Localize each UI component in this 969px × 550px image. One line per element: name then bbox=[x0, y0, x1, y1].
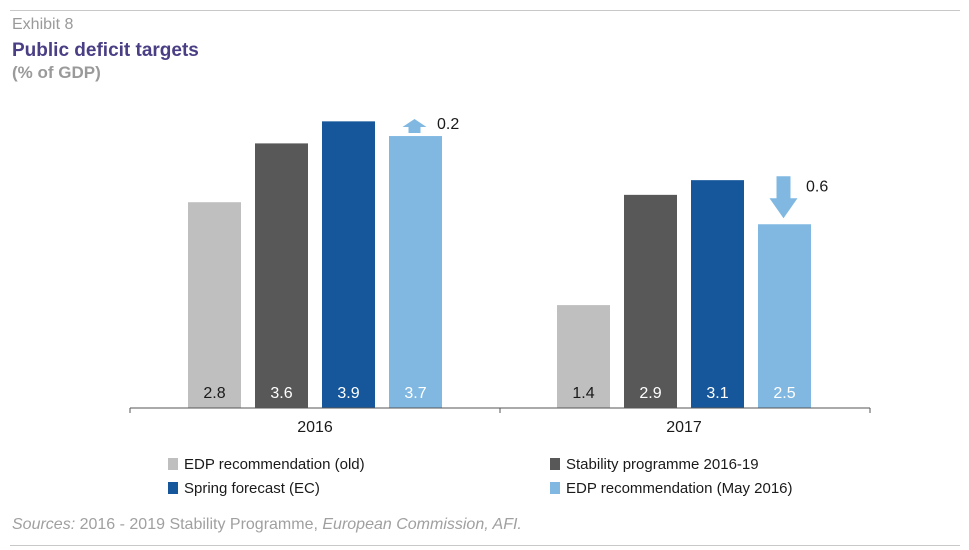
sources-suffix: European Commission, AFI. bbox=[322, 516, 522, 533]
sources-middle: 2016 - 2019 Stability Programme, bbox=[75, 516, 323, 533]
sources-note: Sources: 2016 - 2019 Stability Programme… bbox=[12, 516, 522, 534]
arrow-up-icon bbox=[402, 119, 427, 134]
bar-2016-s3 bbox=[389, 136, 442, 409]
legend-item-edp-may: EDP recommendation (May 2016) bbox=[550, 480, 793, 497]
legend-swatch bbox=[168, 482, 178, 494]
bar-2016-s0 bbox=[188, 202, 241, 408]
data-label-2016-s2: 3.9 bbox=[337, 385, 359, 402]
data-label-2017-s1: 2.9 bbox=[639, 385, 661, 402]
annotation-label: 0.2 bbox=[437, 116, 459, 133]
data-label-2017-s3: 2.5 bbox=[773, 385, 795, 402]
sources-prefix: Sources: bbox=[12, 516, 76, 533]
legend-swatch bbox=[550, 458, 560, 470]
legend-swatch bbox=[550, 482, 560, 494]
bar-2016-s2 bbox=[322, 121, 375, 408]
legend-item-stability: Stability programme 2016-19 bbox=[550, 456, 759, 473]
legend-label: EDP recommendation (May 2016) bbox=[566, 480, 793, 497]
annotation-label: 0.6 bbox=[806, 178, 828, 195]
data-label-2016-s3: 3.7 bbox=[404, 385, 426, 402]
exhibit-label: Exhibit 8 bbox=[12, 16, 74, 33]
data-label-2016-s1: 3.6 bbox=[270, 385, 292, 402]
bar-2017-s3 bbox=[758, 224, 811, 408]
arrow-down-icon bbox=[769, 176, 798, 219]
x-tick-label: 2017 bbox=[666, 419, 702, 436]
legend-label: Spring forecast (EC) bbox=[184, 480, 320, 497]
bar-2016-s1 bbox=[255, 143, 308, 408]
top-rule bbox=[10, 10, 960, 11]
legend-swatch bbox=[168, 458, 178, 470]
chart-subtitle: (% of GDP) bbox=[12, 63, 101, 82]
legend-label: Stability programme 2016-19 bbox=[566, 456, 759, 473]
bar-2017-s2 bbox=[691, 180, 744, 408]
data-label-2017-s2: 3.1 bbox=[706, 385, 728, 402]
bar-2017-s0 bbox=[557, 305, 610, 408]
legend-item-spring: Spring forecast (EC) bbox=[168, 480, 320, 497]
chart-title: Public deficit targets bbox=[12, 40, 199, 61]
legend-label: EDP recommendation (old) bbox=[184, 456, 365, 473]
bar-chart: 2.8 1.4 3.6 2.9 3.9 3.1 3.7 2.5 2016 2017 0.2 0.6 bbox=[129, 116, 871, 436]
data-label-2016-s0: 2.8 bbox=[203, 385, 225, 402]
x-tick-label: 2016 bbox=[297, 419, 333, 436]
bar-2017-s1 bbox=[624, 194, 677, 408]
bottom-rule bbox=[10, 545, 960, 546]
data-label-2017-s0: 1.4 bbox=[572, 385, 594, 402]
legend-item-edp-old: EDP recommendation (old) bbox=[168, 456, 365, 473]
